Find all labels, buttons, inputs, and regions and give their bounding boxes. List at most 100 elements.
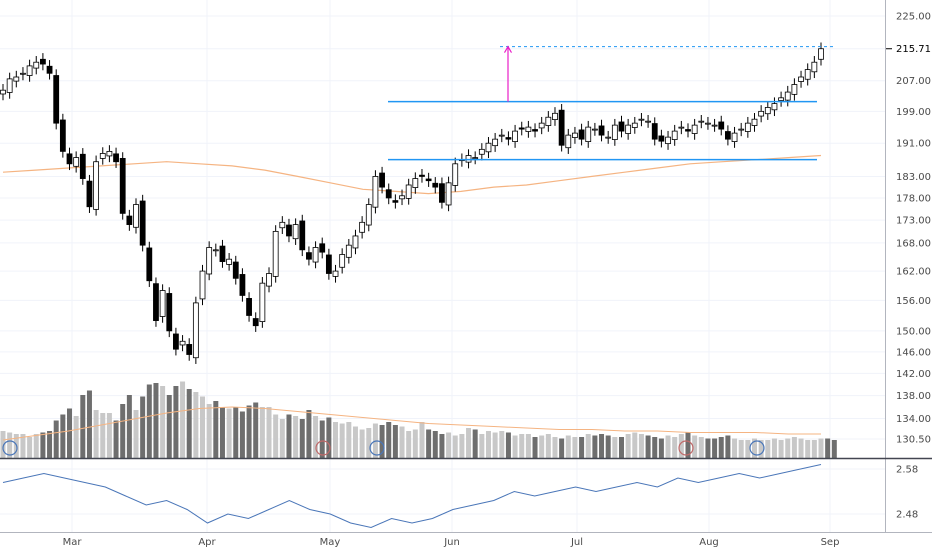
volume-bar <box>499 431 505 458</box>
candle-body <box>266 273 272 287</box>
y-tick-label: 162.00 <box>896 267 931 278</box>
candle-body <box>252 318 259 327</box>
candle-body <box>299 220 306 251</box>
candle-body <box>319 243 326 253</box>
candle-body <box>625 124 632 134</box>
volume-bar <box>765 440 771 458</box>
volume-bar <box>306 410 312 458</box>
candle-body <box>764 107 771 115</box>
volume-bar <box>825 438 831 458</box>
candle-body <box>192 302 199 359</box>
candle-body <box>179 340 186 346</box>
candle-body <box>804 69 811 80</box>
volume-bar <box>758 440 764 458</box>
x-tick-label: Aug <box>699 537 719 548</box>
candle-body <box>558 109 565 146</box>
candle-body <box>711 124 718 127</box>
volume-bar <box>559 438 565 458</box>
volume-bar <box>67 408 73 458</box>
candle-body <box>811 61 818 73</box>
volume-bar <box>579 437 585 458</box>
volume-bar <box>153 383 159 458</box>
candle-body <box>259 282 266 322</box>
candle-body <box>26 65 33 76</box>
volume-bar <box>339 423 345 458</box>
volume-bar <box>672 437 678 458</box>
x-tick-label: May <box>320 537 341 548</box>
volume-bar <box>718 437 724 458</box>
volume-bar <box>27 437 33 458</box>
volume-bar <box>60 414 66 458</box>
candle-body <box>352 235 359 249</box>
candle-body <box>538 122 545 129</box>
candle-body <box>419 174 425 177</box>
candle-body <box>452 163 459 186</box>
volume-bar <box>219 407 225 458</box>
moving-average <box>2 154 822 195</box>
volume-bar <box>120 404 126 458</box>
volume-bar <box>685 432 691 458</box>
candle-body <box>20 72 26 75</box>
volume-bar <box>206 404 212 458</box>
candle-body <box>512 130 518 142</box>
candle-body <box>332 270 339 277</box>
rs-tick-label: 2.48 <box>896 510 918 521</box>
volume-bar <box>725 435 731 458</box>
volume-bar <box>818 438 824 458</box>
volume-bar <box>273 414 279 458</box>
y-tick-label: 146.00 <box>896 347 931 358</box>
volume-bar <box>419 422 425 458</box>
candle-body <box>505 137 512 140</box>
candle-body <box>405 184 412 199</box>
volume-bar <box>738 440 744 458</box>
volume-bar <box>313 416 319 458</box>
candle-body <box>113 153 119 163</box>
candle-body <box>173 333 179 350</box>
candle-body <box>671 130 678 140</box>
volume-bar <box>485 431 491 458</box>
candle-body <box>272 230 279 277</box>
candle-body <box>306 252 312 260</box>
candle-body <box>525 126 532 132</box>
candle-body <box>572 132 578 138</box>
candle-body <box>153 283 159 321</box>
candle-body <box>392 200 399 203</box>
candle-body <box>232 261 239 279</box>
volume-bar <box>545 434 551 458</box>
volume-bar <box>612 437 618 458</box>
volume-bar <box>519 434 525 458</box>
volume-bars <box>0 381 837 458</box>
volume-bar <box>100 413 106 458</box>
volume-bar <box>406 431 412 458</box>
volume-bar <box>326 417 332 458</box>
volume-bar <box>7 432 13 458</box>
volume-bar <box>432 431 438 458</box>
volume-bar <box>366 428 372 458</box>
volume-bar <box>166 395 172 458</box>
candle-body <box>166 293 173 332</box>
volume-bar <box>658 438 664 458</box>
candle-body <box>312 247 319 263</box>
candle-body <box>744 122 751 132</box>
candle-body <box>239 274 246 296</box>
candle-body <box>598 125 605 136</box>
candle-body <box>53 75 60 124</box>
measured-move-arrowhead <box>503 45 513 53</box>
volume-bar <box>525 434 531 458</box>
event-marker-icon <box>315 440 331 456</box>
x-tick-label: Apr <box>198 537 216 548</box>
volume-bar <box>53 420 59 458</box>
candle-body <box>658 135 665 142</box>
volume-bar <box>133 410 139 458</box>
volume-bar <box>698 437 704 458</box>
candle-body <box>359 221 366 233</box>
price-ma-line <box>2 154 822 195</box>
event-marker-icon <box>678 440 694 456</box>
volume-bar <box>512 435 518 458</box>
y-tick-label: 134.00 <box>896 414 931 425</box>
candle-body <box>445 182 452 206</box>
volume-bar <box>552 437 558 458</box>
volume-bar <box>565 435 571 458</box>
